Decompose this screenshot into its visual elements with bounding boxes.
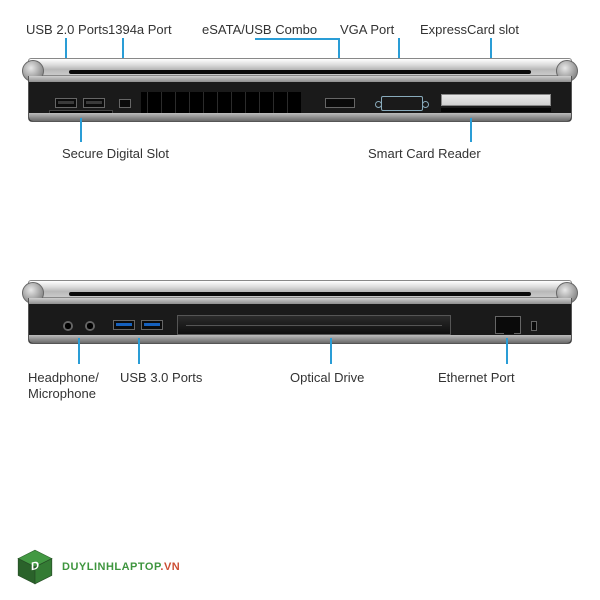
leader-usb3 xyxy=(138,338,140,364)
kensington-lock-slot xyxy=(531,321,537,331)
watermark-tld: .VN xyxy=(160,561,180,573)
cooling-vent-icon xyxy=(141,92,301,114)
leader-audio xyxy=(78,338,80,364)
label-usb2: USB 2.0 Ports xyxy=(26,22,108,37)
hinge-slot xyxy=(69,292,531,296)
leader-esata-h xyxy=(255,38,340,40)
hinge-slot xyxy=(69,70,531,74)
laptop-base xyxy=(28,298,572,344)
firewire-1394a-port xyxy=(119,99,131,108)
headphone-jack-icon xyxy=(63,321,73,331)
vga-port xyxy=(381,96,423,111)
watermark: D DUYLINHLAPTOP.VN xyxy=(14,546,180,588)
usb2-port-a xyxy=(55,98,77,108)
label-smart: Smart Card Reader xyxy=(368,146,481,161)
label-esata: eSATA/USB Combo xyxy=(202,22,317,37)
watermark-brand: DUYLINHLAPTOP xyxy=(62,561,160,573)
usb3-port-a xyxy=(113,320,135,330)
esata-usb-combo-port xyxy=(325,98,355,108)
label-audio-text: Headphone/Microphone xyxy=(28,370,99,401)
laptop-lid xyxy=(28,280,572,298)
label-express: ExpressCard slot xyxy=(420,22,519,37)
leader-sd xyxy=(80,118,82,142)
leader-odd xyxy=(330,338,332,364)
laptop-lid xyxy=(28,58,572,76)
label-eth: Ethernet Port xyxy=(438,370,515,385)
label-sd: Secure Digital Slot xyxy=(62,146,169,161)
laptop-base xyxy=(28,76,572,122)
smartcard-slot xyxy=(441,108,551,112)
usb2-port-b xyxy=(83,98,105,108)
svg-text:D: D xyxy=(31,560,39,574)
watermark-text: DUYLINHLAPTOP.VN xyxy=(62,561,180,573)
leader-smart xyxy=(470,118,472,142)
expresscard-slot xyxy=(441,94,551,106)
usb3-port-b xyxy=(141,320,163,330)
label-audio: Headphone/Microphone xyxy=(28,370,99,403)
sd-slot xyxy=(49,110,113,118)
optical-drive xyxy=(177,315,451,335)
laptop-left-side-view xyxy=(28,58,572,122)
microphone-jack-icon xyxy=(85,321,95,331)
cube-logo-icon: D xyxy=(14,546,56,588)
label-vga: VGA Port xyxy=(340,22,394,37)
label-odd: Optical Drive xyxy=(290,370,364,385)
leader-eth xyxy=(506,338,508,364)
label-1394a: 1394a Port xyxy=(108,22,172,37)
label-usb3: USB 3.0 Ports xyxy=(120,370,202,385)
laptop-right-side-view xyxy=(28,280,572,344)
ethernet-port xyxy=(495,316,521,334)
